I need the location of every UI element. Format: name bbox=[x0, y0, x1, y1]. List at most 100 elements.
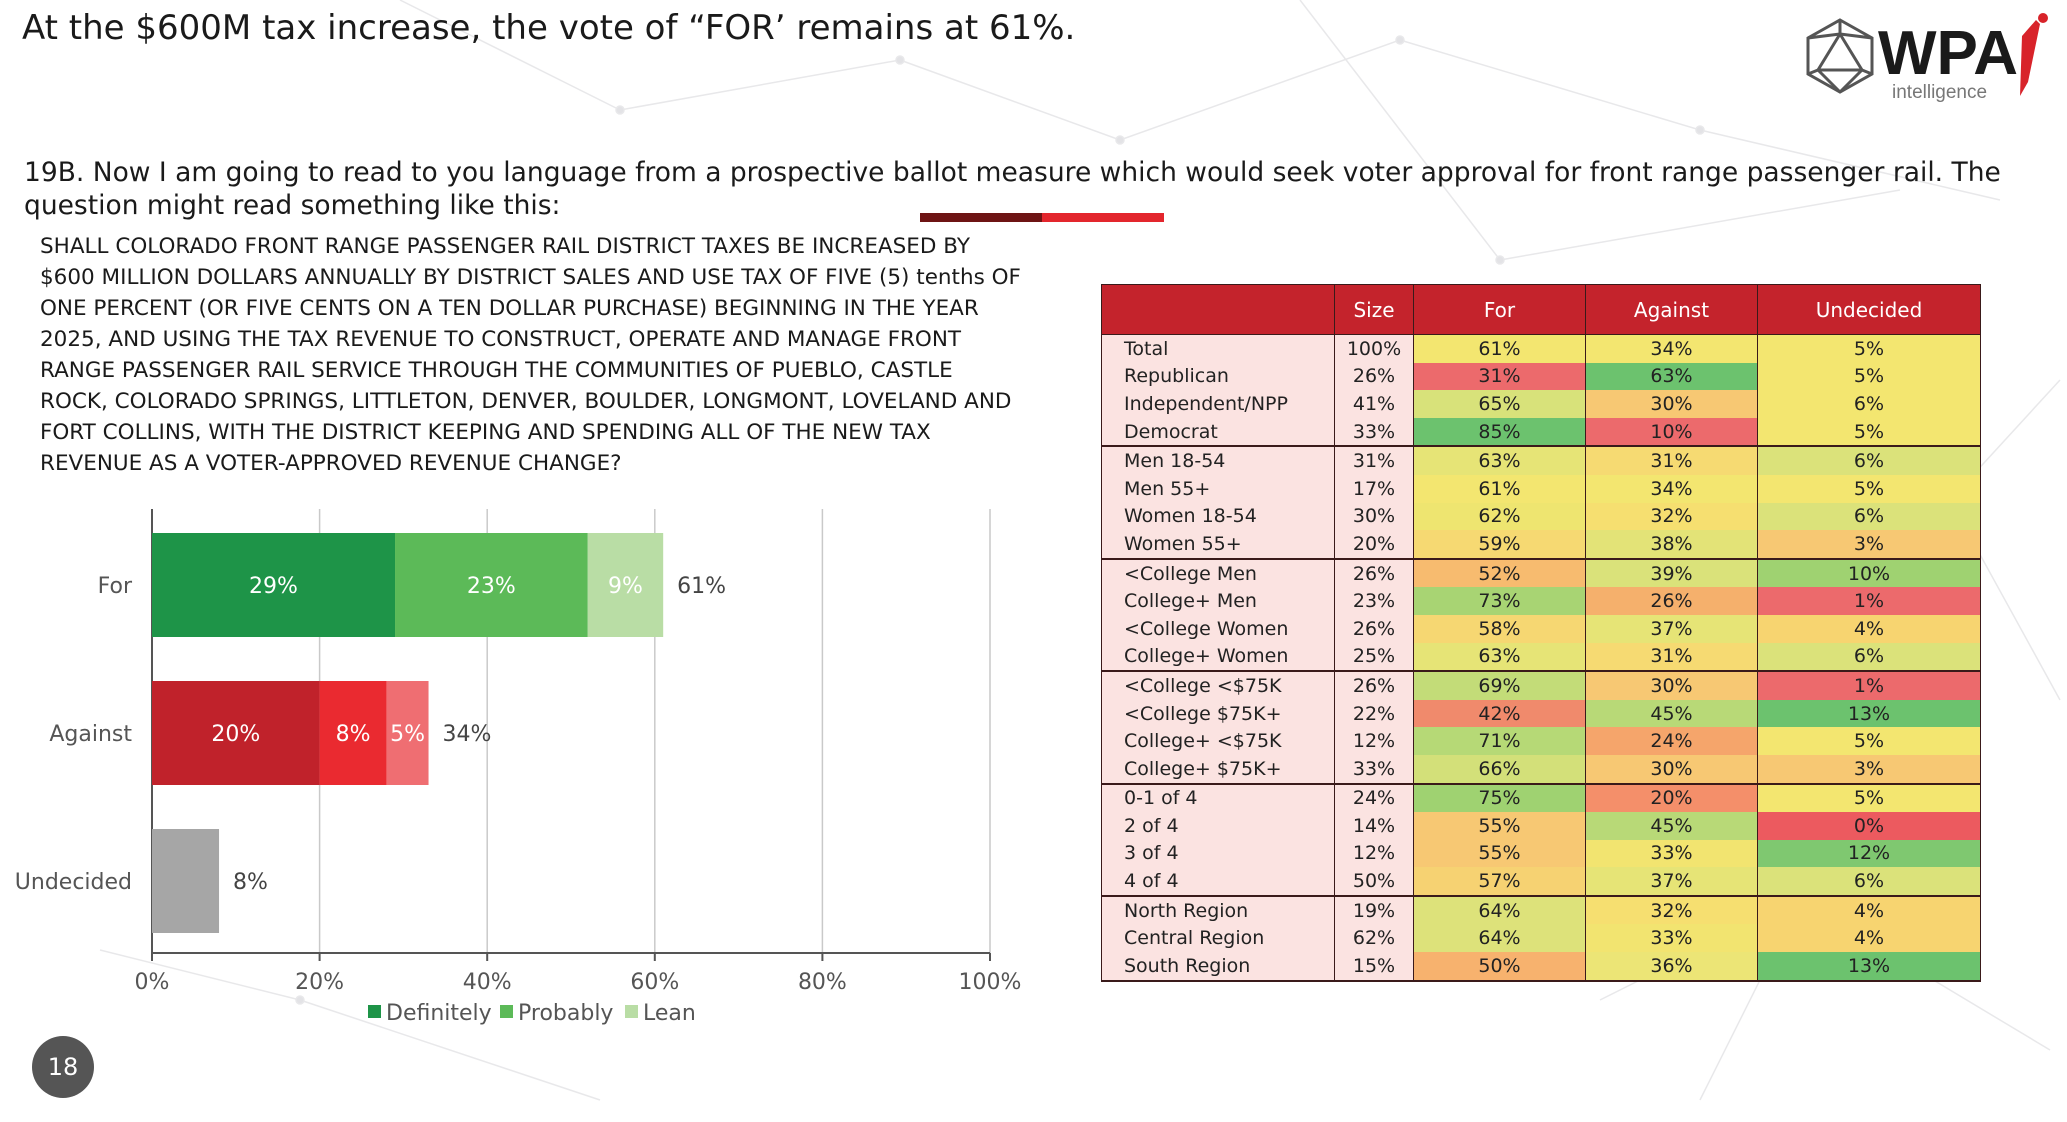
legend-swatch bbox=[368, 1005, 381, 1018]
legend-swatch bbox=[625, 1005, 638, 1018]
logo-wordmark: WPA bbox=[1878, 19, 2018, 88]
row-size: 33% bbox=[1334, 417, 1414, 447]
table-row: College+ Men 23% 73% 26% 1% bbox=[1101, 587, 1981, 615]
row-label: Women 18-54 bbox=[1101, 502, 1335, 531]
table-row: Central Region 62% 64% 33% 4% bbox=[1101, 924, 1981, 953]
row-for: 73% bbox=[1413, 587, 1586, 615]
row-for: 66% bbox=[1413, 754, 1586, 784]
table-row: Democrat 33% 85% 10% 5% bbox=[1101, 417, 1981, 447]
row-undecided: 10% bbox=[1757, 557, 1981, 588]
category-label: Against bbox=[49, 722, 132, 747]
row-against: 32% bbox=[1585, 502, 1758, 531]
row-label: Republican bbox=[1101, 362, 1335, 391]
ballot-line: REVENUE AS A VOTER-APPROVED REVENUE CHAN… bbox=[40, 451, 622, 476]
table-row: 2 of 4 14% 55% 45% 0% bbox=[1101, 812, 1981, 840]
row-undecided: 4% bbox=[1757, 614, 1981, 643]
table-row: <College Women 26% 58% 37% 4% bbox=[1101, 614, 1981, 643]
row-undecided: 5% bbox=[1757, 417, 1981, 447]
header-size: Size bbox=[1334, 284, 1414, 335]
row-against: 20% bbox=[1585, 782, 1758, 813]
row-undecided: 6% bbox=[1757, 642, 1981, 672]
legend-swatch bbox=[500, 1005, 513, 1018]
category-label: Undecided bbox=[15, 870, 132, 895]
row-against: 63% bbox=[1585, 362, 1758, 391]
row-for: 58% bbox=[1413, 614, 1586, 643]
row-size: 22% bbox=[1334, 699, 1414, 728]
row-for: 31% bbox=[1413, 362, 1586, 391]
row-label: <College Women bbox=[1101, 614, 1335, 643]
row-label: Men 18-54 bbox=[1101, 445, 1335, 475]
row-size: 12% bbox=[1334, 727, 1414, 755]
row-for: 57% bbox=[1413, 867, 1586, 896]
row-against: 10% bbox=[1585, 417, 1758, 447]
row-undecided: 3% bbox=[1757, 754, 1981, 784]
row-label: 4 of 4 bbox=[1101, 867, 1335, 896]
wpa-logo: WPA intelligence bbox=[1806, 13, 2048, 103]
row-against: 33% bbox=[1585, 839, 1758, 868]
row-for: 71% bbox=[1413, 727, 1586, 755]
row-for: 59% bbox=[1413, 530, 1586, 559]
bar-segment-label: 29% bbox=[249, 574, 298, 599]
bar-total-label: 61% bbox=[677, 574, 726, 599]
header-blank bbox=[1101, 284, 1335, 335]
bar-segment-lean bbox=[587, 533, 664, 637]
bar-segment-definitely bbox=[152, 829, 220, 933]
row-label: <College $75K+ bbox=[1101, 699, 1335, 728]
crosstab: Size For Against Undecided Total 100% 61% 3… bbox=[1101, 284, 1981, 982]
row-undecided: 1% bbox=[1757, 670, 1981, 700]
row-against: 30% bbox=[1585, 390, 1758, 418]
row-label: North Region bbox=[1101, 894, 1335, 925]
d20-icon bbox=[1806, 18, 1874, 94]
x-tick-label: 60% bbox=[630, 970, 679, 995]
x-tick-label: 80% bbox=[798, 970, 847, 995]
row-size: 25% bbox=[1334, 642, 1414, 672]
row-label: College+ Women bbox=[1101, 642, 1335, 672]
row-against: 32% bbox=[1585, 894, 1758, 925]
bar-segment-label: 8% bbox=[336, 722, 371, 747]
table-row: Republican 26% 31% 63% 5% bbox=[1101, 362, 1981, 391]
row-undecided: 6% bbox=[1757, 390, 1981, 418]
row-label: Women 55+ bbox=[1101, 530, 1335, 559]
row-label: Men 55+ bbox=[1101, 474, 1335, 503]
row-label: <College Men bbox=[1101, 557, 1335, 588]
row-against: 31% bbox=[1585, 445, 1758, 475]
bar-segment-probably bbox=[319, 681, 387, 785]
accent-rule bbox=[920, 213, 1164, 222]
bar-total-label: 8% bbox=[233, 870, 268, 895]
logo-subtitle: intelligence bbox=[1892, 82, 1987, 103]
row-label: <College <$75K bbox=[1101, 670, 1335, 700]
x-tick-label: 0% bbox=[135, 970, 170, 995]
row-undecided: 5% bbox=[1757, 362, 1981, 391]
row-undecided: 5% bbox=[1757, 727, 1981, 755]
x-tick-label: 20% bbox=[295, 970, 344, 995]
row-undecided: 12% bbox=[1757, 839, 1981, 868]
row-against: 37% bbox=[1585, 867, 1758, 896]
row-label: Democrat bbox=[1101, 417, 1335, 447]
row-size: 50% bbox=[1334, 867, 1414, 896]
ballot-line: ROCK, COLORADO SPRINGS, LITTLETON, DENVE… bbox=[40, 389, 1012, 414]
crosstab-table: Size For Against Undecided Total 100% 61% 3… bbox=[1101, 284, 1981, 982]
table-row: <College $75K+ 22% 42% 45% 13% bbox=[1101, 699, 1981, 728]
row-label: South Region bbox=[1101, 952, 1335, 982]
table-row: Men 18-54 31% 63% 31% 6% bbox=[1101, 445, 1981, 475]
header-for: For bbox=[1413, 284, 1586, 335]
row-against: 37% bbox=[1585, 614, 1758, 643]
bar-segment-label: 20% bbox=[211, 722, 260, 747]
row-size: 26% bbox=[1334, 670, 1414, 700]
legend-label: Probably bbox=[518, 1001, 613, 1026]
row-size: 33% bbox=[1334, 754, 1414, 784]
row-for: 62% bbox=[1413, 502, 1586, 531]
row-against: 34% bbox=[1585, 334, 1758, 363]
row-for: 52% bbox=[1413, 557, 1586, 588]
table-row: North Region 19% 64% 32% 4% bbox=[1101, 894, 1981, 925]
row-undecided: 13% bbox=[1757, 952, 1981, 982]
bar-segment-lean bbox=[386, 681, 429, 785]
row-label: 0-1 of 4 bbox=[1101, 782, 1335, 813]
bar-segment-probably bbox=[395, 533, 588, 637]
row-undecided: 5% bbox=[1757, 474, 1981, 503]
legend-label: Definitely bbox=[386, 1001, 492, 1026]
row-size: 26% bbox=[1334, 614, 1414, 643]
table-row: Women 18-54 30% 62% 32% 6% bbox=[1101, 502, 1981, 531]
table-row: Total 100% 61% 34% 5% bbox=[1101, 334, 1981, 363]
table-row: Independent/NPP 41% 65% 30% 6% bbox=[1101, 390, 1981, 418]
